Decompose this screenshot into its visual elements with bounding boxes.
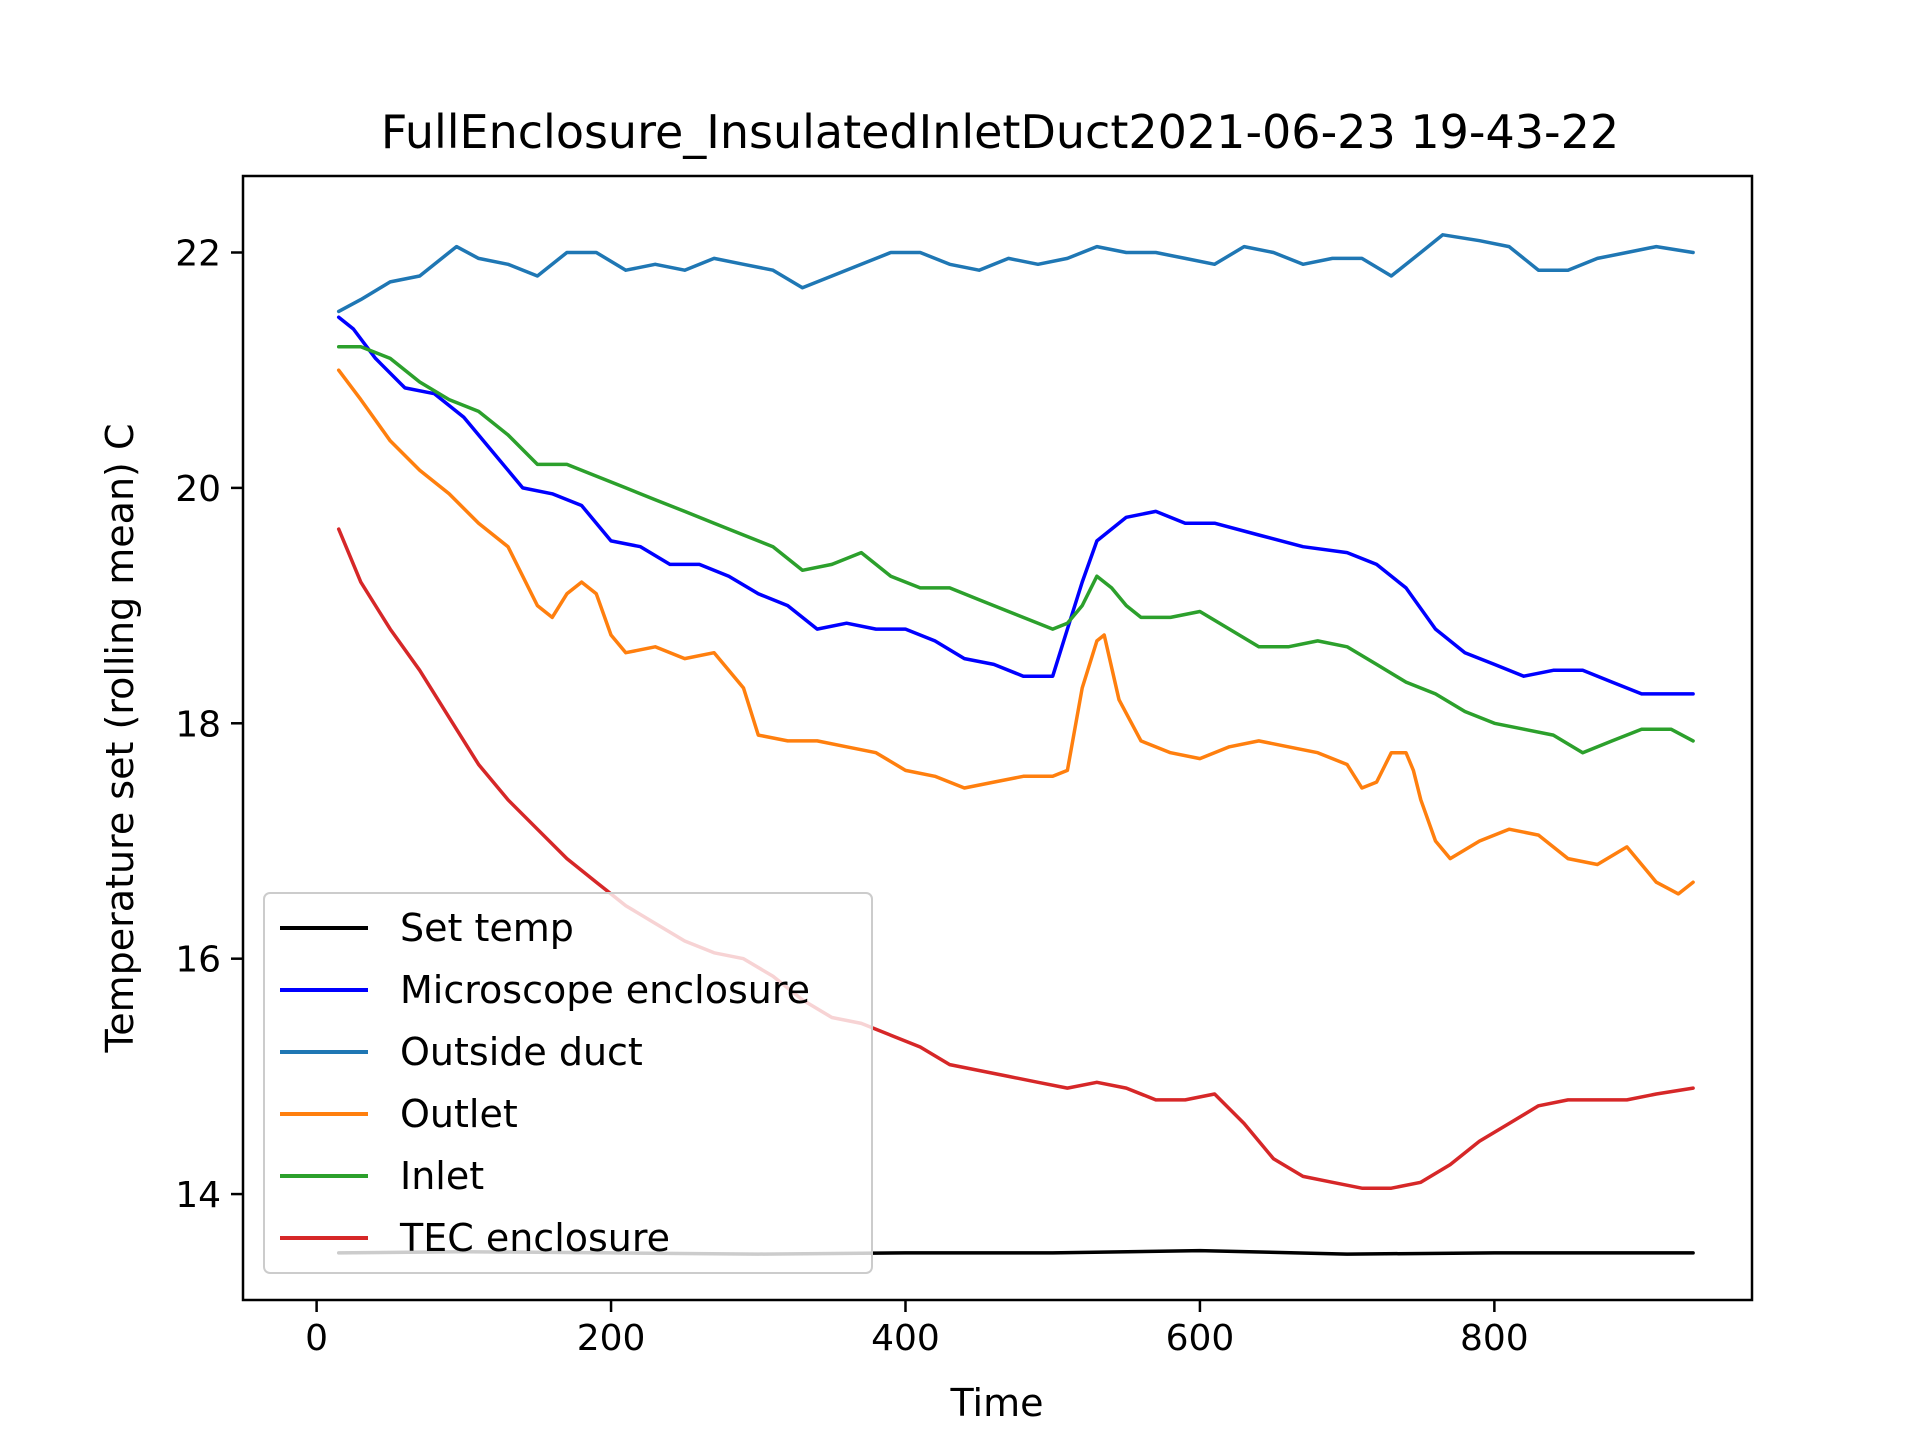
series-line-2 xyxy=(336,233,1695,314)
legend-label-3: Outlet xyxy=(400,1092,518,1136)
x-tick-label-3: 600 xyxy=(1166,1318,1235,1359)
y-tick-label-1: 16 xyxy=(175,940,221,981)
legend: Set temp Microscope enclosure Outside duct… xyxy=(263,892,873,1274)
x-tick-label-1: 200 xyxy=(577,1318,646,1359)
y-tick-label-0: 14 xyxy=(175,1175,221,1216)
chart-title: FullEnclosure_InsulatedInletDuct2021-06-… xyxy=(381,105,1619,159)
series-line-5 xyxy=(336,527,1695,1190)
x-tick-label-2: 400 xyxy=(871,1318,940,1359)
y-axis: 14 16 18 20 22 xyxy=(175,234,243,1216)
y-tick-label-2: 18 xyxy=(175,704,221,745)
x-tick-label-0: 0 xyxy=(305,1318,328,1359)
legend-label-0: Set temp xyxy=(400,906,574,950)
legend-label-4: Inlet xyxy=(400,1154,484,1198)
series-layer xyxy=(336,233,1695,1256)
y-axis-label: Temperature set (rolling mean) C xyxy=(98,424,142,1054)
series-line-4 xyxy=(336,344,1695,755)
legend-label-2: Outside duct xyxy=(400,1030,643,1074)
series-line-1 xyxy=(336,315,1695,696)
x-tick-label-4: 800 xyxy=(1460,1318,1529,1359)
legend-label-1: Microscope enclosure xyxy=(400,968,810,1012)
legend-box xyxy=(263,892,873,1274)
y-tick-label-4: 22 xyxy=(175,234,221,275)
x-axis: 0 200 400 600 800 xyxy=(305,1300,1529,1359)
plot-frame xyxy=(241,174,1754,1302)
series-line-3 xyxy=(336,368,1695,896)
legend-label-5: TEC enclosure xyxy=(399,1216,670,1260)
x-axis-label: Time xyxy=(950,1381,1044,1425)
y-tick-label-3: 20 xyxy=(175,469,221,510)
